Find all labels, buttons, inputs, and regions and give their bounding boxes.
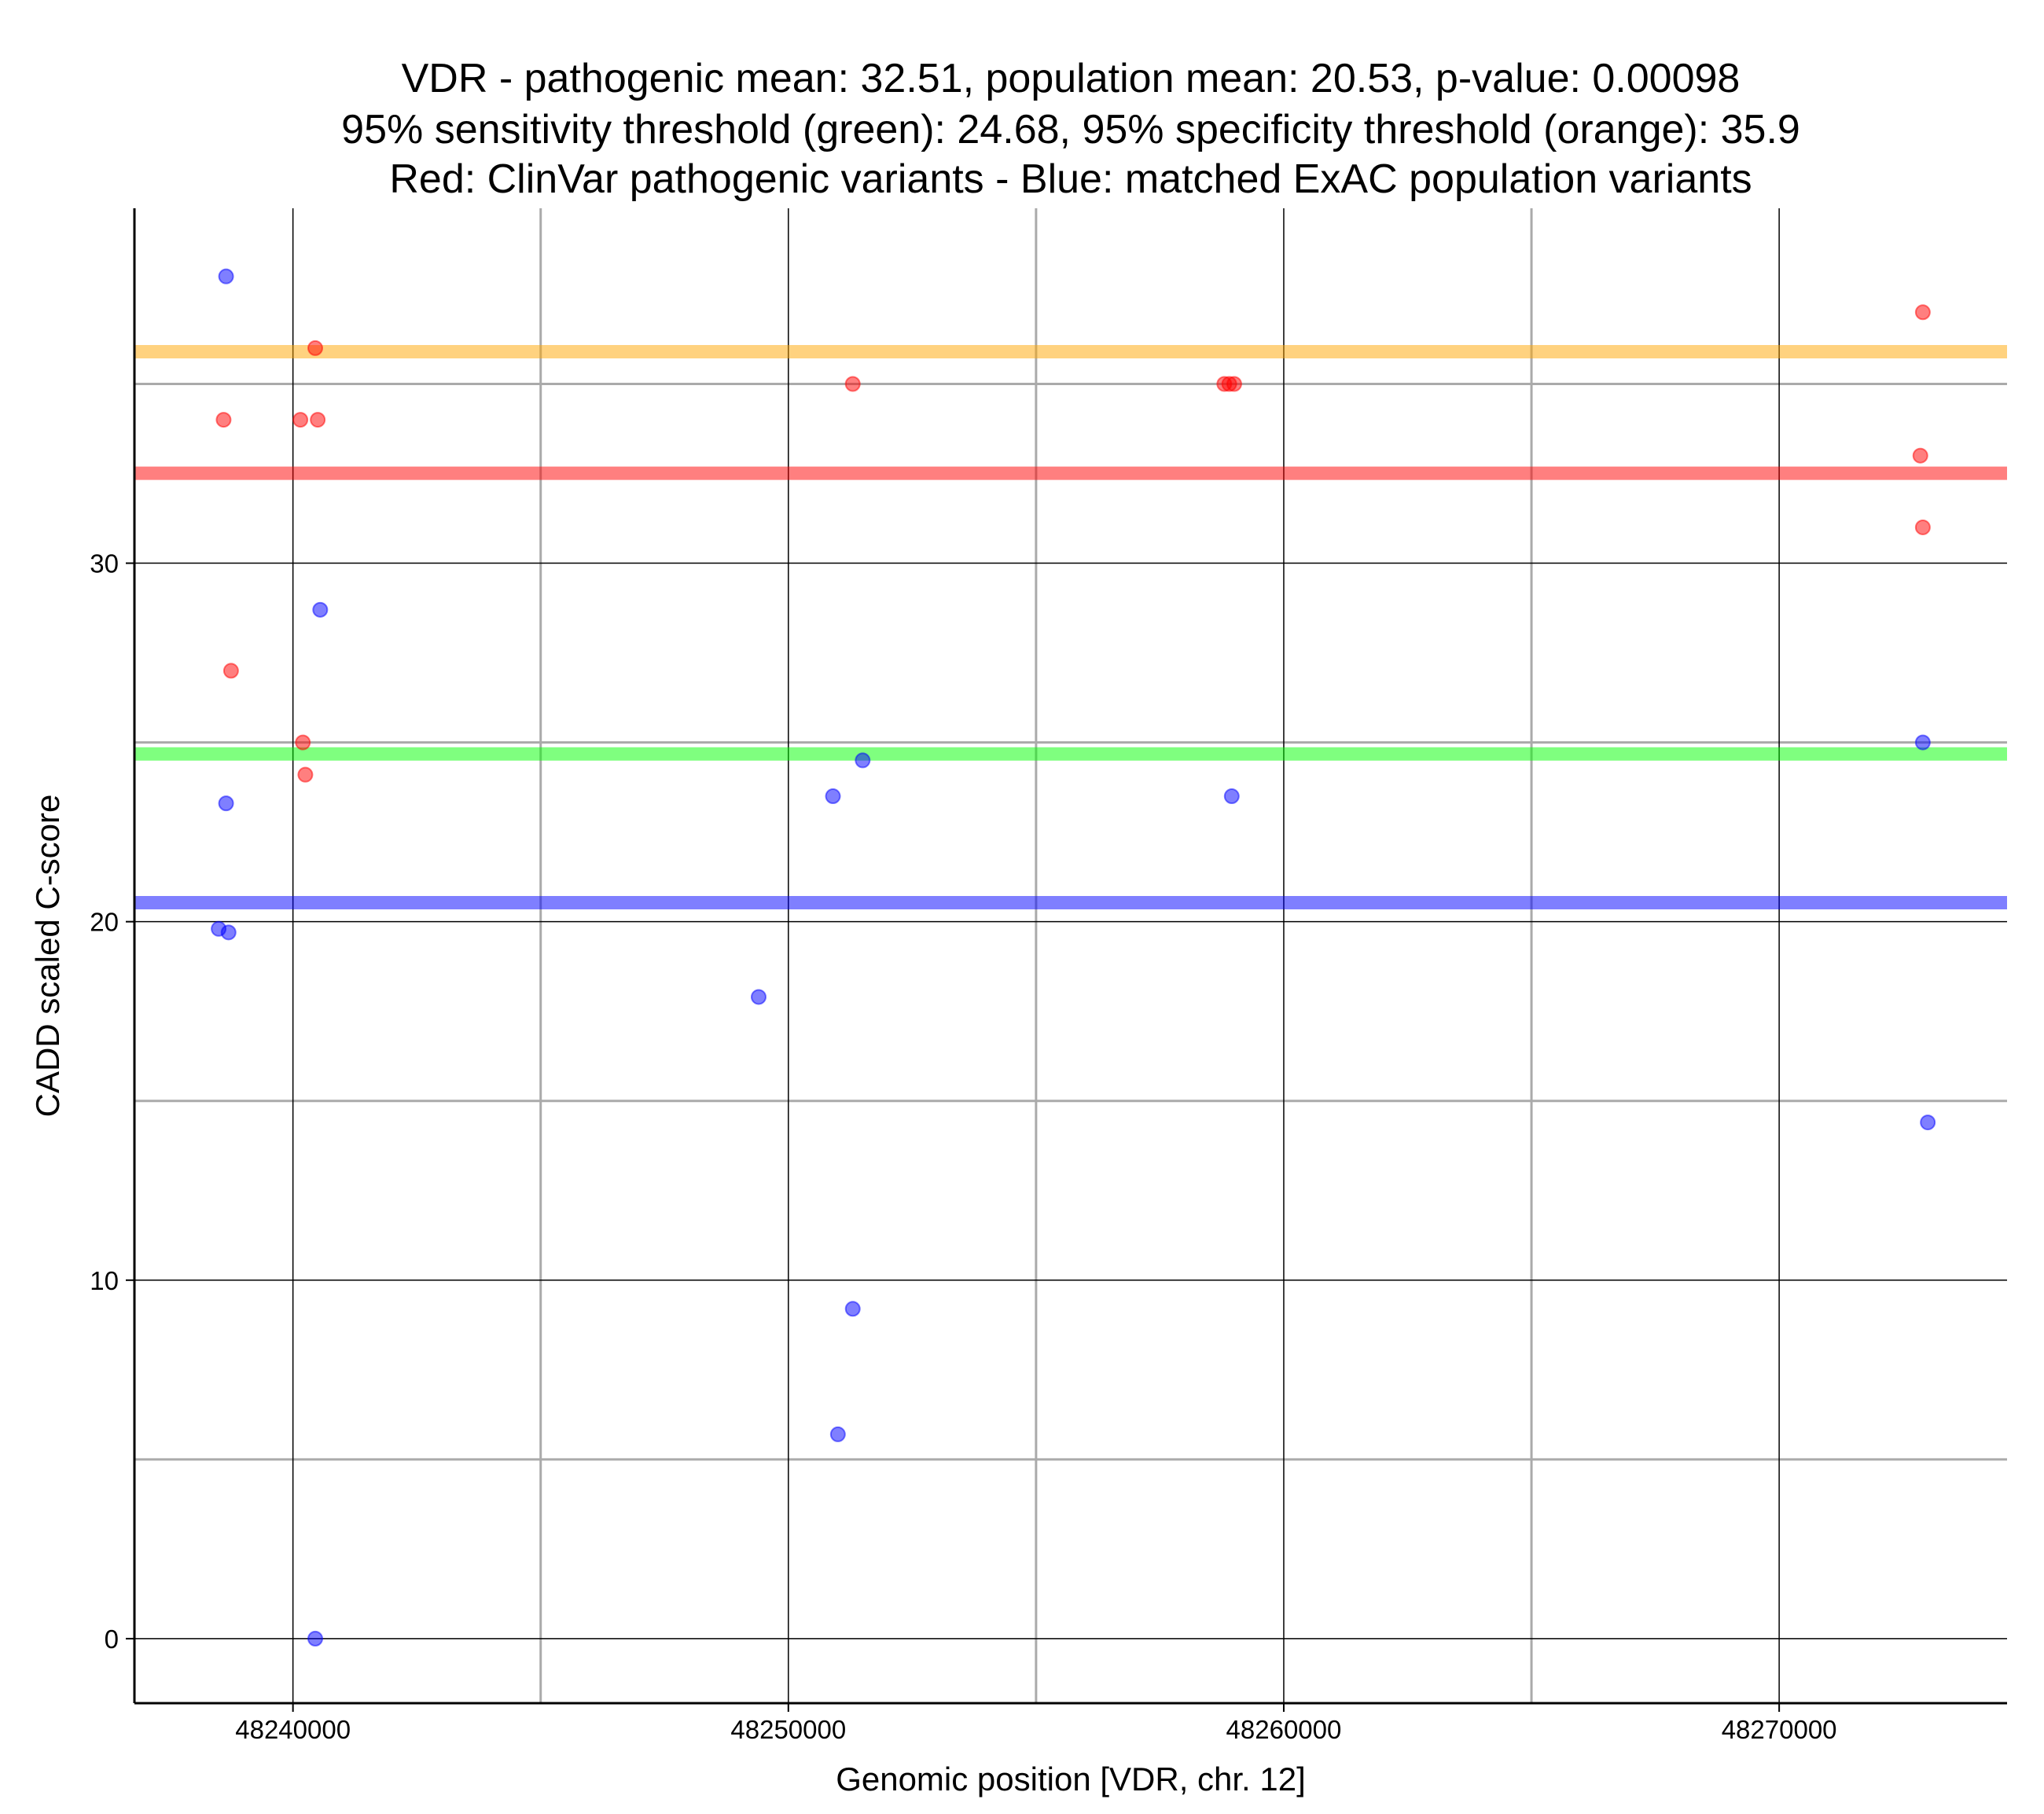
y-tick-label-0: 0: [105, 1625, 119, 1654]
y-tick-label-2: 20: [90, 908, 119, 937]
population-point-10: [855, 752, 871, 769]
population-point-1: [218, 795, 234, 812]
population-point-9: [844, 1301, 861, 1317]
major-gridlines: [134, 208, 2007, 1703]
population-point-0: [218, 268, 234, 285]
pathogenic-point-1: [222, 663, 239, 679]
pathogenic-point-10: [1226, 376, 1242, 392]
population-point-11: [1223, 788, 1240, 805]
pathogenic-point-7: [844, 376, 861, 392]
pathogenic-point-5: [307, 340, 324, 356]
chart-title-line-3: Red: ClinVar pathogenic variants - Blue:…: [389, 156, 1752, 202]
x-tick-label-2: 48260000: [1226, 1715, 1342, 1744]
data-points: [211, 268, 1936, 1647]
pathogenic-point-3: [295, 734, 311, 751]
pathogenic-point-4: [297, 766, 314, 783]
population-point-6: [751, 989, 766, 1005]
pathogenic-point-0: [215, 412, 232, 428]
chart-title-line-2: 95% sensitivity threshold (green): 24.68…: [341, 107, 1800, 152]
x-axis-title: Genomic position [VDR, chr. 12]: [836, 1761, 1306, 1797]
x-axis-ticks: 48240000 48250000 48260000 48270000: [235, 1703, 1837, 1744]
y-axis-title: CADD scaled C-score: [29, 795, 66, 1118]
pathogenic-point-13: [1914, 519, 1931, 535]
chart-title-line-1: VDR - pathogenic mean: 32.51, population…: [402, 56, 1741, 101]
pathogenic-point-2: [292, 412, 309, 428]
population-point-5: [307, 1630, 324, 1647]
pathogenic-point-11: [1914, 304, 1931, 321]
y-tick-label-3: 30: [90, 549, 119, 578]
population-point-8: [829, 1426, 846, 1442]
pathogenic-point-12: [1912, 447, 1928, 464]
x-tick-label-1: 48250000: [730, 1715, 846, 1744]
population-point-12: [1914, 734, 1931, 751]
reference-lines: [134, 344, 2007, 909]
y-tick-label-1: 10: [90, 1266, 119, 1295]
pathogenic-point-6: [310, 412, 326, 428]
x-tick-label-0: 48240000: [235, 1715, 351, 1744]
y-axis-ticks: 0 10 20 30: [90, 549, 134, 1654]
population-point-7: [825, 788, 841, 805]
population-point-3: [220, 924, 237, 941]
population-point-13: [1920, 1114, 1936, 1131]
x-tick-label-3: 48270000: [1722, 1715, 1837, 1744]
population-point-4: [312, 601, 329, 618]
minor-gridlines: [134, 208, 2007, 1703]
